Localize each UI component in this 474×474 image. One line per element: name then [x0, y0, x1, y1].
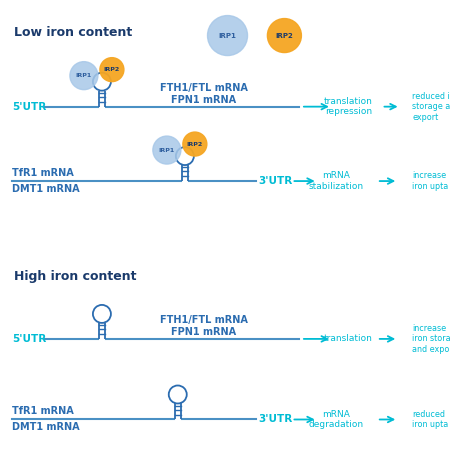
Text: increase
iron stora
and expo: increase iron stora and expo: [412, 324, 451, 354]
Text: TfR1 mRNA: TfR1 mRNA: [12, 168, 73, 178]
Text: mRNA
stabilization: mRNA stabilization: [309, 172, 364, 191]
Text: 5'UTR: 5'UTR: [12, 101, 46, 112]
Text: FPN1 mRNA: FPN1 mRNA: [171, 327, 237, 337]
Text: IRP1: IRP1: [159, 147, 175, 153]
Text: translation: translation: [324, 335, 373, 343]
Text: 3'UTR: 3'UTR: [258, 176, 292, 186]
Text: IRP2: IRP2: [275, 33, 293, 38]
Text: FTH1/FTL mRNA: FTH1/FTL mRNA: [160, 82, 248, 92]
Text: increase
iron upta: increase iron upta: [412, 172, 448, 191]
Text: IRP1: IRP1: [76, 73, 92, 78]
Circle shape: [183, 132, 207, 156]
Circle shape: [208, 16, 247, 55]
Text: reduced i
storage a
export: reduced i storage a export: [412, 92, 451, 121]
Circle shape: [70, 62, 98, 90]
Text: High iron content: High iron content: [14, 270, 137, 283]
Text: DMT1 mRNA: DMT1 mRNA: [12, 422, 80, 432]
Text: Low iron content: Low iron content: [14, 26, 132, 39]
Circle shape: [100, 58, 124, 82]
Text: 3'UTR: 3'UTR: [258, 414, 292, 425]
Text: IRP2: IRP2: [187, 142, 203, 146]
Text: 5'UTR: 5'UTR: [12, 334, 46, 344]
Text: IRP2: IRP2: [104, 67, 120, 72]
Text: mRNA
degradation: mRNA degradation: [309, 410, 364, 429]
Text: DMT1 mRNA: DMT1 mRNA: [12, 184, 80, 194]
Text: TfR1 mRNA: TfR1 mRNA: [12, 407, 73, 417]
Text: IRP1: IRP1: [219, 33, 237, 38]
Circle shape: [267, 18, 301, 53]
Text: reduced
iron upta: reduced iron upta: [412, 410, 448, 429]
Text: FTH1/FTL mRNA: FTH1/FTL mRNA: [160, 315, 248, 325]
Text: translation
repression: translation repression: [324, 97, 373, 116]
Text: FPN1 mRNA: FPN1 mRNA: [171, 95, 237, 105]
Circle shape: [153, 136, 181, 164]
